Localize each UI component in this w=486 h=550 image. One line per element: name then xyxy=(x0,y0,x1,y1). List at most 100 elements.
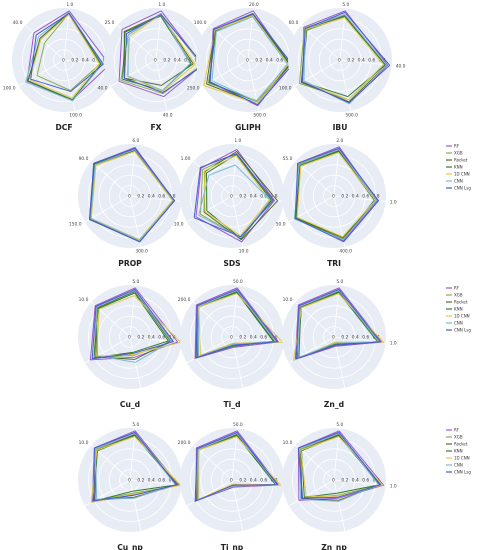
series-line-1d-cnn xyxy=(126,13,196,93)
radar-spoke xyxy=(63,8,70,61)
series-line-1d-cnn xyxy=(300,436,384,497)
series-line-cnn xyxy=(127,12,191,92)
angular-axis-label: 100.0 xyxy=(69,112,82,118)
radial-tick-label: 0 xyxy=(128,194,131,200)
angular-axis-label: 2.0 xyxy=(336,138,343,144)
radial-tick-label: 0.6 xyxy=(158,478,165,484)
series-line-1d-cnn xyxy=(198,436,282,500)
series-line-cnn-lsg xyxy=(209,12,294,106)
chart-title: Cu_np xyxy=(117,543,143,550)
angular-axis-label: 100.0 xyxy=(3,86,16,92)
legend: RF XGB Rocket KNN 1D CNN CNN CNN Lsg xyxy=(446,428,471,475)
legend-entry: RF xyxy=(454,286,460,291)
series-line-cnn-lsg xyxy=(93,431,178,502)
radar-spoke xyxy=(193,444,233,481)
radar-ring xyxy=(237,49,259,71)
angular-axis-label: 500.0 xyxy=(345,112,358,118)
radar-spoke xyxy=(155,8,162,61)
series-line-1d-cnn xyxy=(198,293,284,356)
series-line-knn xyxy=(295,150,375,241)
series-line-cnn xyxy=(198,164,271,239)
series-line-cnn-lsg xyxy=(195,288,279,359)
series-line-rf xyxy=(194,287,280,359)
radar-spoke xyxy=(193,160,233,197)
radar-ring xyxy=(312,315,356,359)
radial-tick-label: 0 xyxy=(338,58,341,64)
radial-tick-label: 0.4 xyxy=(148,335,155,341)
radar-spoke xyxy=(288,479,335,507)
radar-spoke xyxy=(129,195,142,247)
radar-ring xyxy=(200,448,264,512)
radar-ring xyxy=(210,315,254,359)
radial-tick-label: 0.6 xyxy=(276,58,283,64)
radial-tick-label: 0.4 xyxy=(148,478,155,484)
legend-entry: CNN xyxy=(454,463,463,468)
radar-spoke xyxy=(333,479,386,486)
radar-spoke xyxy=(129,285,136,338)
angular-axis-label: 50.0 xyxy=(233,279,243,285)
chart-title: TRI xyxy=(327,259,341,268)
radial-tick-label: 0.8 xyxy=(169,335,176,341)
radar-spoke xyxy=(84,195,131,223)
chart-title: Zn_d xyxy=(324,400,344,409)
radar-ring xyxy=(221,185,243,207)
series-line-1d-cnn xyxy=(203,155,270,237)
chart-title: SDS xyxy=(223,259,240,268)
radial-tick-label: 0.6 xyxy=(158,194,165,200)
angular-axis-label: 1.0 xyxy=(158,2,165,8)
radar-chart-gliph: 00.20.40.60.820.0100.0500.0250.0100.0GLI… xyxy=(187,2,317,132)
radial-tick-label: 0.2 xyxy=(341,335,348,341)
radar-spoke xyxy=(333,479,346,531)
angular-axis-label: 20.0 xyxy=(249,2,259,8)
radar-ring xyxy=(302,305,366,369)
radial-tick-label: 0 xyxy=(332,194,335,200)
angular-axis-label: 5.0 xyxy=(132,279,139,285)
radial-tick-label: 0.4 xyxy=(174,58,181,64)
angular-axis-label: 5.0 xyxy=(132,422,139,428)
series-line-cnn-lsg xyxy=(294,147,380,243)
radar-ring xyxy=(323,326,345,348)
radial-tick-label: 0.4 xyxy=(82,58,89,64)
angular-axis-label: 10.0 xyxy=(283,440,293,446)
radar-ring xyxy=(119,185,141,207)
radar-ring xyxy=(323,469,345,491)
angular-axis-label: 150.0 xyxy=(69,222,82,228)
chart-title: Ti_np xyxy=(221,543,244,550)
legend-entry: XGB xyxy=(454,151,463,156)
radial-tick-label: 0.4 xyxy=(266,58,273,64)
series-line-1d-cnn xyxy=(203,14,289,105)
angular-axis-label: 40.0 xyxy=(13,20,23,26)
radial-tick-label: 0.2 xyxy=(163,58,170,64)
radial-tick-label: 0.6 xyxy=(260,194,267,200)
radial-tick-label: 0.2 xyxy=(341,478,348,484)
angular-axis-label: 200.0 xyxy=(178,297,191,303)
radial-tick-label: 0.2 xyxy=(239,194,246,200)
angular-axis-label: 40.0 xyxy=(396,63,406,69)
radar-spoke xyxy=(186,479,233,507)
radial-tick-label: 0 xyxy=(128,478,131,484)
radar-ring xyxy=(200,164,264,228)
radial-tick-label: 0.6 xyxy=(362,478,369,484)
radial-tick-label: 0.6 xyxy=(260,478,267,484)
legend-entry: 1D CNN xyxy=(454,172,470,177)
legend-entry: CNN xyxy=(454,321,463,326)
radar-spoke xyxy=(129,144,136,197)
radar-spoke xyxy=(231,479,244,531)
radial-tick-label: 0.6 xyxy=(158,335,165,341)
legend: RF XGB Rocket KNN 1D CNN CNN CNN Lsg xyxy=(446,286,471,333)
series-line-cnn-lsg xyxy=(88,147,176,243)
angular-axis-label: 1.0 xyxy=(390,483,397,489)
radar-ring xyxy=(226,38,270,82)
radial-tick-label: 0.4 xyxy=(352,194,359,200)
radar-ring xyxy=(119,469,141,491)
angular-axis-label: 10.0 xyxy=(283,297,293,303)
radial-tick-label: 0.4 xyxy=(358,58,365,64)
legend-entry: KNN xyxy=(454,165,463,170)
radial-tick-label: 0.8 xyxy=(169,194,176,200)
legend-entry: XGB xyxy=(454,435,463,440)
radar-ring xyxy=(308,28,372,92)
angular-axis-label: 5.0 xyxy=(336,422,343,428)
radar-ring xyxy=(145,49,167,71)
